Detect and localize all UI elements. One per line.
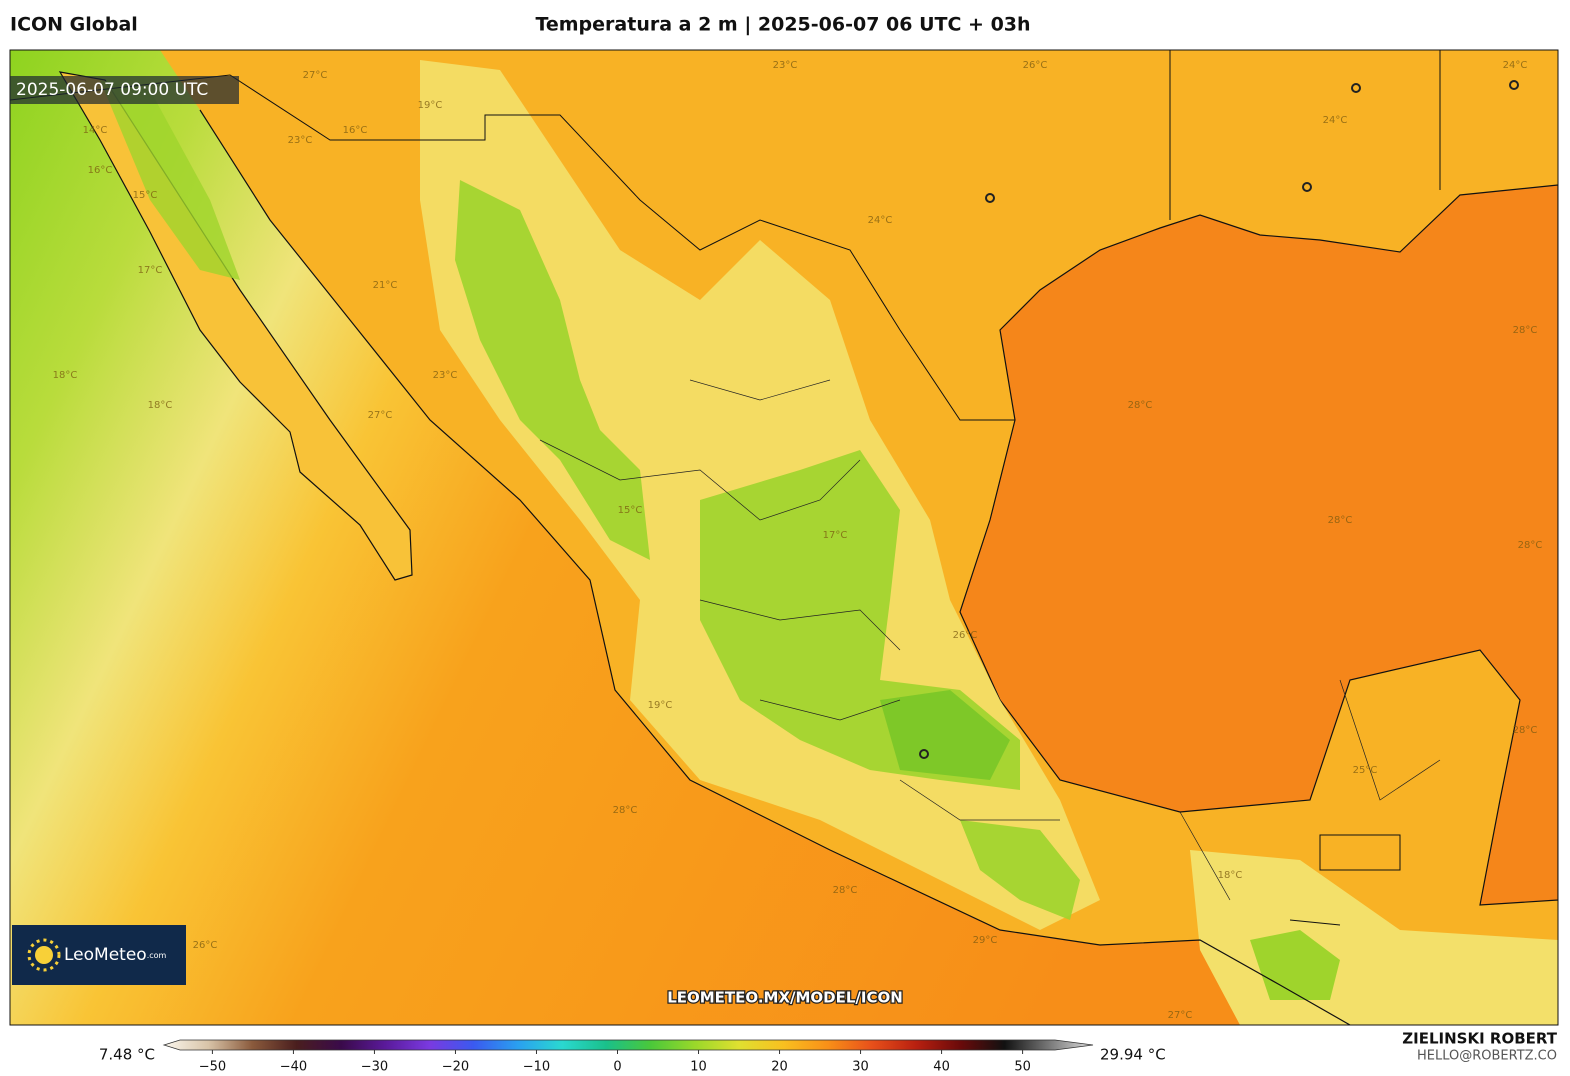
gulf-of-mexico — [959, 184, 1558, 906]
colorbar-tick-label: −30 — [361, 1060, 388, 1075]
credit-name: ZIELINSKI ROBERT — [1402, 1030, 1557, 1048]
colorbar-max: 29.94 °C — [1100, 1046, 1166, 1064]
logo-text: LeoMeteo.com — [64, 945, 167, 965]
map: 26°C 24°C 24°C 23°C 24°C 27°C 19°C 16°C 23°C 14°C… — [10, 50, 1558, 1025]
highlands-green — [100, 80, 240, 280]
logo-sun — [35, 946, 53, 964]
contour-label: 19°C — [418, 100, 443, 111]
logo-suffix: .com — [147, 951, 167, 960]
credit-email: HELLO@ROBERTZ.CO — [1417, 1049, 1557, 1064]
contour-label: 21°C — [373, 280, 398, 291]
contour-label: 18°C — [1218, 870, 1243, 881]
map-frame — [9, 49, 1559, 1026]
timestamp: 2025-06-07 09:00 UTC — [16, 80, 208, 100]
highlands-green — [960, 820, 1080, 920]
contour-label: 26°C — [193, 940, 218, 951]
contour-label: 26°C — [1023, 60, 1048, 71]
highlands-green — [455, 180, 650, 560]
colorbar-min: 7.48 °C — [99, 1046, 155, 1064]
contour-label: 28°C — [833, 885, 858, 896]
colorbar: −50 −40 −30 −20 −10 0 10 20 30 40 50 — [162, 1039, 1094, 1075]
contour-label: 28°C — [1513, 725, 1538, 736]
contour-label: 24°C — [1503, 60, 1528, 71]
pacific-ocean — [10, 50, 1350, 1025]
contour-label: 23°C — [433, 370, 458, 381]
city-marker — [1351, 83, 1361, 93]
contour-label: 24°C — [868, 215, 893, 226]
logo-name: LeoMeteo — [64, 945, 147, 965]
contour-label: 26°C — [953, 630, 978, 641]
colorbar-tick-label: 0 — [613, 1060, 621, 1075]
city-marker — [1302, 182, 1312, 192]
highlands-green — [1250, 930, 1340, 1000]
coastline — [199, 109, 1351, 1025]
contour-label: 18°C — [53, 370, 78, 381]
colorbar-bar — [162, 1039, 1094, 1051]
colorbar-tick-label: 50 — [1014, 1060, 1031, 1075]
colorbar-tick-label: 40 — [933, 1060, 950, 1075]
colorbar-tick-label: 20 — [771, 1060, 788, 1075]
highlands-green — [880, 690, 1010, 780]
contour-label: 16°C — [343, 125, 368, 136]
colorbar-tick-label: 10 — [690, 1060, 707, 1075]
contour-label: 27°C — [368, 410, 393, 421]
contour-label: 24°C — [1323, 115, 1348, 126]
contour-label: 27°C — [303, 70, 328, 81]
contour-label: 14°C — [83, 125, 108, 136]
city-marker — [1509, 80, 1519, 90]
contour-label: 23°C — [773, 60, 798, 71]
colorbar-tick-label: −10 — [523, 1060, 550, 1075]
colorbar-tick-label: −40 — [280, 1060, 307, 1075]
watermark: LEOMETEO.MX/MODEL/ICON — [667, 989, 903, 1007]
contour-label: 15°C — [618, 505, 643, 516]
contour-label: 17°C — [138, 265, 163, 276]
model-name: ICON Global — [10, 14, 138, 36]
colorbar-tick-label: −20 — [442, 1060, 469, 1075]
colorbar-tick-label: −50 — [199, 1060, 226, 1075]
contour-label: 28°C — [1518, 540, 1543, 551]
contour-label: 16°C — [88, 165, 113, 176]
contour-labels: 26°C 24°C 24°C 23°C 24°C 27°C 19°C 16°C 23°C 14°C… — [53, 60, 1543, 1021]
contour-label: 17°C — [823, 530, 848, 541]
timestamp-box — [10, 76, 239, 104]
contour-label: 15°C — [133, 190, 158, 201]
city-marker — [985, 193, 995, 203]
contour-label: 28°C — [1513, 325, 1538, 336]
border — [10, 50, 1441, 926]
colorbar-tick-label: 30 — [852, 1060, 869, 1075]
map-title: Temperatura a 2 m | 2025-06-07 06 UTC + … — [535, 14, 1030, 36]
contour-label: 28°C — [1328, 515, 1353, 526]
contour-label: 27°C — [1168, 1010, 1193, 1021]
contour-label: 23°C — [288, 135, 313, 146]
contour-label: 25°C — [1353, 765, 1378, 776]
contour-label: 28°C — [613, 805, 638, 816]
contour-label: 28°C — [1128, 400, 1153, 411]
state-line — [539, 379, 1441, 901]
contour-label: 29°C — [973, 935, 998, 946]
city-marker — [919, 749, 929, 759]
contour-label: 18°C — [148, 400, 173, 411]
logo-rays — [27, 938, 61, 972]
contour-label: 19°C — [648, 700, 673, 711]
